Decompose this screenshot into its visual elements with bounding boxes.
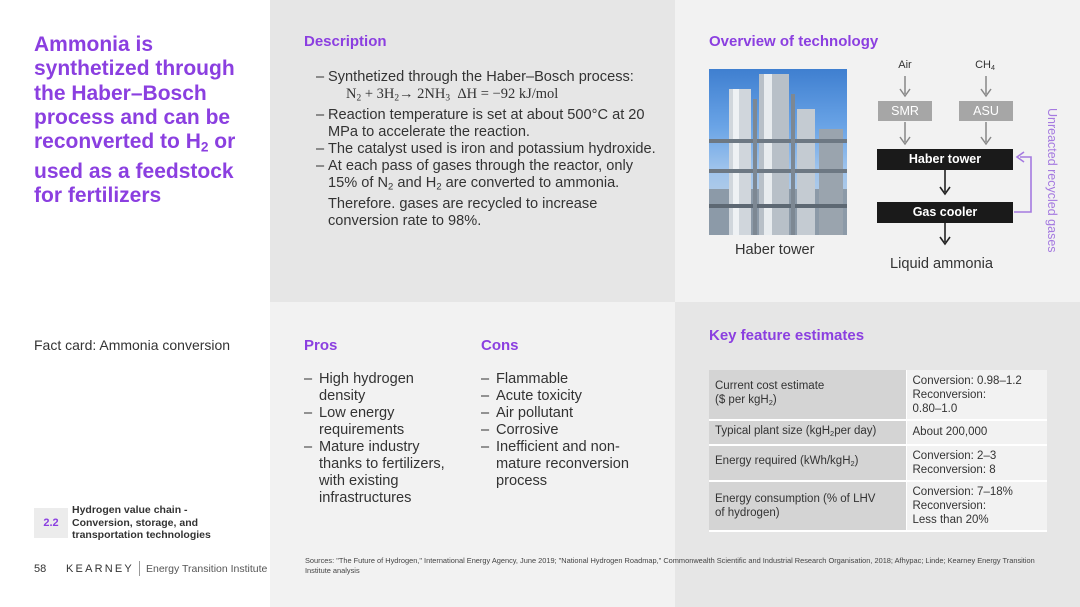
table-row: Energy required (kWh/kgH2) Conversion: 2… [709,444,1047,482]
table-value: Conversion: 2–3 Reconversion: 8 [906,444,1047,482]
section-number: 2.2 [34,508,68,538]
footer-band-mid [270,545,675,607]
brand-logo: KEARNEY [66,563,134,575]
key-features-table: Current cost estimate ($ per kgH2) Conver… [709,370,1047,532]
cons-heading: Cons [481,337,519,354]
section-tag: 2.2 Hydrogen value chain - Conversion, s… [34,504,234,544]
description-heading: Description [304,33,387,50]
description-item: Reaction temperature is set at about 500… [316,107,656,141]
institute-label: Energy Transition Institute [146,563,268,575]
table-value: Conversion: 0.98–1.2 Reconversion: 0.80–1.… [906,370,1047,421]
slide-title: Ammonia is synthetized through the Haber… [34,33,236,208]
photo-caption: Haber tower [735,242,815,258]
brand-divider [139,561,140,576]
footer-band-right [675,545,1080,607]
sources-note: Sources: "The Future of Hydrogen," Inter… [305,556,1035,575]
page-number: 58 [34,563,47,575]
fact-card-label: Fact card: Ammonia conversion [34,337,231,353]
cons-list: Flammable Acute toxicity Air pollutant C… [481,371,656,490]
pros-item: Low energy requirements [304,405,464,439]
key-features-heading: Key feature estimates [709,327,865,344]
smr-box: SMR [878,101,932,121]
process-flow-arrows [899,76,1032,246]
table-key: Typical plant size (kgH2per day) [709,420,907,446]
section-label: Hydrogen value chain - Conversion, stora… [72,504,211,541]
table-row: Current cost estimate ($ per kgH2) Conver… [709,370,1047,421]
pros-item: Mature industry thanks to fertilizers, w… [304,439,464,507]
cons-item: Air pollutant [481,405,656,422]
gas-cooler-box: Gas cooler [877,202,1013,223]
description-item: The catalyst used is iron and potassium … [316,141,656,158]
air-input-label: Air [898,59,912,71]
table-key: Energy consumption (% of LHV of hydrogen) [709,480,907,532]
cons-item: Flammable [481,371,656,388]
left-panel [0,0,270,607]
table-key: Current cost estimate ($ per kgH2) [709,370,907,421]
pros-heading: Pros [304,337,338,354]
haber-tower-photo [709,69,847,235]
cons-item: Corrosive [481,422,656,439]
reaction-formula: N2 + 3H2→ 2NH3 ΔH = −92 kJ/mol [346,86,559,104]
table-key: Energy required (kWh/kgH2) [709,444,907,482]
cons-item: Acute toxicity [481,388,656,405]
asu-box: ASU [959,101,1013,121]
table-value: Conversion: 7–18% Reconversion: Less than … [906,480,1047,532]
pros-item: High hydrogen density [304,371,464,405]
table-value: About 200,000 [906,420,1047,446]
description-list: Synthetized through the Haber–Bosch proc… [316,69,656,230]
table-row: Typical plant size (kgH2per day) About 2… [709,420,1047,446]
table-row: Energy consumption (% of LHV of hydrogen)… [709,480,1047,532]
pros-list: High hydrogen density Low energy require… [304,371,464,507]
description-item: Synthetized through the Haber–Bosch proc… [316,69,656,86]
description-item: At each pass of gases through the reacto… [316,158,656,229]
ch4-input-label: CH4 [975,59,995,72]
overview-heading: Overview of technology [709,33,879,50]
liquid-ammonia-label: Liquid ammonia [890,256,994,272]
cons-item: Inefficient and non-mature reconversion … [481,439,656,490]
haber-tower-box: Haber tower [877,149,1013,170]
recycled-gases-label: Unreacted recycled gases [1045,108,1059,253]
